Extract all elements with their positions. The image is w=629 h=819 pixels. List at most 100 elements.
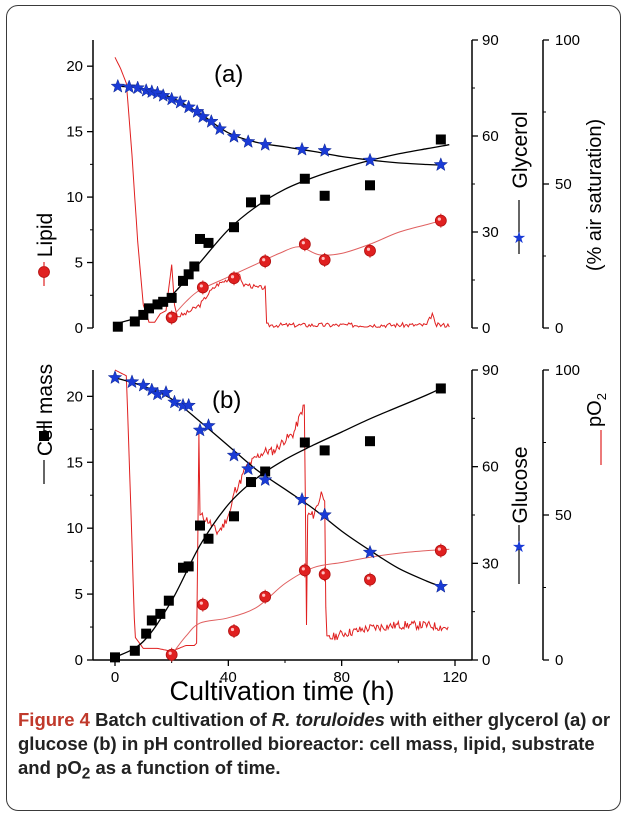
lipid-point-highlight <box>437 217 441 221</box>
right2-tick-label: 0 <box>555 320 563 337</box>
lipid-point <box>298 564 311 577</box>
lipid-point <box>196 281 209 294</box>
cell-mass-point <box>195 233 205 244</box>
glycerol-point <box>172 94 188 109</box>
lipid-point-highlight <box>366 576 371 580</box>
cell-mass-point <box>178 275 188 286</box>
cell-mass-point <box>435 134 446 145</box>
cell-mass-point <box>178 562 188 573</box>
left-tick-label: 5 <box>75 255 83 272</box>
x-tick-label: 80 <box>333 669 350 686</box>
cell-mass-point <box>229 222 239 233</box>
glycerol-point <box>240 134 256 148</box>
lipid-point-highlight <box>230 275 235 279</box>
glycerol-point <box>155 87 171 102</box>
lipid-axis-title: Lipid <box>34 213 57 257</box>
right1-tick-label: 0 <box>482 320 490 337</box>
cell-mass-point <box>129 316 140 327</box>
x-axis-title: Cultivation time (h) <box>169 676 394 705</box>
glucose-point <box>362 544 378 559</box>
cell-mass-point <box>319 445 330 456</box>
lipid-point-highlight <box>301 567 305 571</box>
cell-mass-point <box>166 292 177 303</box>
glycerol-point <box>195 109 211 124</box>
cell-mass-point <box>158 296 169 307</box>
lipid-point-highlight <box>321 571 325 575</box>
left-tick-label: 0 <box>75 320 83 337</box>
caption-organism: R. toruloides <box>271 709 385 730</box>
lipid-point <box>318 254 331 266</box>
left-tick-label: 20 <box>66 388 83 405</box>
cell-mass-point <box>246 477 256 488</box>
cell-mass-point <box>260 466 271 477</box>
cell-mass-point <box>129 645 140 656</box>
left-tick-label: 15 <box>66 124 83 141</box>
glucose-point <box>181 397 196 412</box>
cell-mass-point <box>152 299 163 310</box>
glycerol-point <box>181 99 196 114</box>
lipid-point <box>298 238 311 251</box>
glycerol-point <box>204 113 219 128</box>
glucose-fit-line <box>114 377 442 588</box>
glucose-point <box>240 461 256 476</box>
right1-tick-label: 30 <box>482 555 499 572</box>
panel-b: 0 5 10 15 20 0 30 60 90 0 50 100 0 40 80 120 (b) <box>66 362 580 686</box>
caption-sub: 2 <box>81 765 91 783</box>
glucose-point <box>136 377 151 392</box>
right2-tick-label: 0 <box>555 652 563 669</box>
glucose-point <box>294 491 310 506</box>
axis-titles: Lipid Cell mass Glycerol ★ Glucose ★ (% … <box>34 111 609 705</box>
po2-trace <box>114 57 450 329</box>
lipid-point-highlight <box>199 284 203 288</box>
lipid-fit-line <box>171 220 441 318</box>
x-tick-label: 0 <box>111 669 119 686</box>
glycerol-point <box>110 78 126 93</box>
caption-lead: Figure 4 <box>18 709 90 730</box>
glucose-legend-marker: ★ <box>512 539 526 556</box>
right2-tick-label: 100 <box>555 362 580 379</box>
cell-mass-point <box>319 190 330 201</box>
panel-a-label: (a) <box>214 61 243 88</box>
figure-frame <box>6 5 621 811</box>
glycerol-point <box>257 136 273 151</box>
glucose-point <box>226 447 242 462</box>
glycerol-point <box>317 142 332 157</box>
glucose-point <box>158 384 174 399</box>
caption-part3: as a function of time. <box>90 757 281 778</box>
cell-mass-point <box>110 652 120 663</box>
lipid-point <box>259 255 272 268</box>
lipid-point <box>364 573 376 586</box>
lipid-point-highlight <box>321 256 325 261</box>
lipid-point <box>165 648 178 661</box>
left-tick-label: 5 <box>75 586 83 603</box>
cell-mass-point <box>260 194 271 205</box>
lipid-point <box>259 590 272 603</box>
cell-mass-point <box>299 437 310 448</box>
cell-mass-point <box>246 197 256 208</box>
glycerol-point <box>433 157 449 172</box>
cell-mass-point <box>163 595 174 606</box>
lipid-point-highlight <box>262 593 266 597</box>
glucose-point <box>124 374 140 389</box>
figure-chart: 0 5 10 15 20 0 30 60 90 0 50 100 (a) 0 5 10 15 20 0 30 60 9… <box>34 32 609 705</box>
lipid-point <box>364 244 376 257</box>
lipid-point-highlight <box>262 258 266 262</box>
glycerol-point <box>212 121 228 136</box>
right1-tick-label: 60 <box>482 459 499 476</box>
glycerol-axis-title: Glycerol <box>509 111 532 188</box>
po2-axis-title-upper: (% air saturation) <box>584 119 606 271</box>
left-tick-label: 0 <box>75 652 83 669</box>
glucose-point <box>257 472 273 487</box>
lipid-fit-line <box>171 548 450 656</box>
glucose-point <box>317 507 332 522</box>
lipid-point <box>196 598 209 611</box>
cell-mass-point <box>141 628 152 639</box>
left-tick-label: 10 <box>66 520 83 537</box>
lipid-point-highlight <box>366 247 371 251</box>
glycerol-point <box>226 128 242 143</box>
lipid-point <box>165 311 178 324</box>
glucose-axis-title: Glucose <box>509 446 532 523</box>
left-tick-label: 15 <box>66 454 83 471</box>
cell-mass-point <box>183 269 194 280</box>
lipid-point-highlight <box>437 547 441 551</box>
